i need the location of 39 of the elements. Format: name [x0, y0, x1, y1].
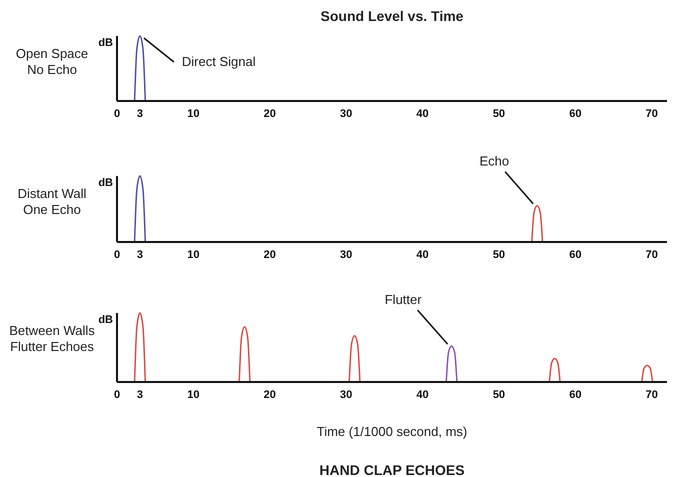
x-tick-label: 50 — [492, 248, 506, 261]
annotation: Echo — [480, 154, 510, 169]
x-tick-label: 10 — [187, 248, 200, 261]
annotation: Direct Signal — [182, 54, 256, 69]
x-tick-label: 70 — [646, 108, 658, 120]
x-tick-label: 70 — [646, 248, 658, 261]
x-tick-label: 3 — [136, 388, 143, 401]
x-tick-label: 70 — [646, 388, 658, 401]
x-tick-label: 40 — [416, 108, 429, 120]
x-tick-label: 40 — [416, 248, 429, 261]
text: Open Space No Echo — [16, 46, 88, 77]
x-tick-label: 30 — [340, 108, 352, 120]
x-tick-label: 30 — [340, 388, 352, 401]
x-tick-label: 30 — [340, 248, 352, 261]
y-axis-title: dB — [98, 177, 114, 189]
x-tick-label: 0 — [114, 248, 120, 261]
x-tick-label: 20 — [264, 388, 276, 401]
x-tick-label: 3 — [136, 108, 143, 120]
x-tick-label: 20 — [264, 108, 276, 120]
text: Distant Wall One Echo — [18, 186, 86, 217]
x-tick-label: 0 — [114, 108, 120, 120]
chart-title: Sound Level vs. Time — [320, 8, 464, 24]
text: HAND CLAP ECHOES — [318, 462, 466, 477]
x-tick-label: 3 — [136, 248, 143, 261]
x-tick-label: 20 — [264, 248, 276, 261]
x-tick-label: 50 — [492, 388, 506, 401]
x-axis-title: Time (1/1000 second, ms) — [316, 424, 468, 439]
y-axis-title: dB — [98, 314, 114, 326]
y-axis-title: dB — [98, 37, 114, 49]
x-tick-label: 0 — [114, 388, 120, 401]
x-tick-label: 60 — [569, 388, 582, 401]
x-tick-label: 40 — [416, 388, 429, 401]
x-tick-label: 10 — [187, 108, 200, 120]
x-tick-label: 50 — [492, 108, 506, 120]
x-tick-label: 60 — [569, 248, 582, 261]
x-tick-label: 10 — [187, 388, 200, 401]
x-tick-label: 60 — [569, 108, 582, 120]
annotation: Flutter — [384, 292, 422, 308]
text: Between Walls Flutter Echoes — [9, 323, 95, 354]
